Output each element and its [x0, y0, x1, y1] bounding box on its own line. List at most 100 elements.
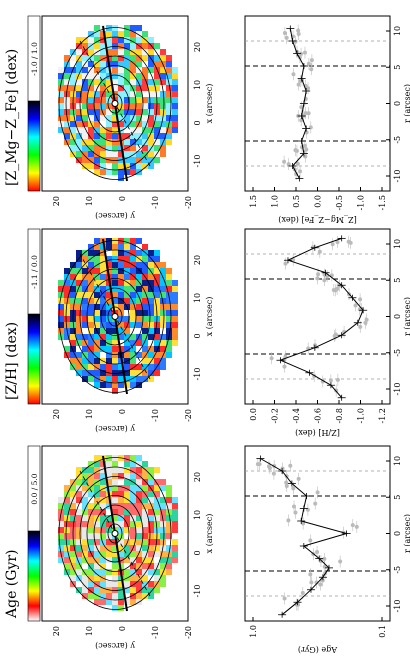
- map-pixel: [148, 551, 154, 557]
- map-pixel: [76, 352, 82, 358]
- map-pixel: [100, 151, 106, 157]
- map-pixel: [106, 358, 112, 364]
- map-pixel: [136, 587, 142, 593]
- map-pixel: [88, 109, 94, 115]
- map-pixel: [136, 286, 142, 292]
- map-pixel: [82, 521, 88, 527]
- map-pixel: [64, 310, 70, 316]
- map-pixel: [130, 370, 136, 376]
- map-pixel: [106, 382, 112, 388]
- map-pixel: [136, 61, 142, 67]
- map-pixel: [130, 292, 136, 298]
- colorbar: -1.0 / 1.0: [27, 15, 41, 192]
- map-pixel: [88, 503, 94, 509]
- map-pixel: [130, 244, 136, 250]
- map-pixel: [82, 163, 88, 169]
- map-pixel: [136, 304, 142, 310]
- map-pixel: [154, 340, 160, 346]
- profile-xtick-label: 5: [393, 278, 402, 283]
- map-pixel: [148, 569, 154, 575]
- profile-xtick-label: 10: [393, 26, 402, 36]
- colorbar: -1.1 / 0.0: [27, 228, 41, 405]
- profile-ytick-label: -0.8: [335, 408, 344, 423]
- map-pixel: [100, 115, 106, 121]
- map-pixel: [112, 569, 118, 575]
- map-pixel: [82, 55, 88, 61]
- map-pixel: [88, 491, 94, 497]
- map-pixel: [76, 103, 82, 109]
- map-pixel: [142, 461, 148, 467]
- map-pixel: [124, 503, 130, 509]
- map-pixel: [160, 521, 166, 527]
- map-pixel: [136, 569, 142, 575]
- map-pixel: [112, 25, 118, 31]
- map-pixel: [70, 127, 76, 133]
- map-pixel: [154, 73, 160, 79]
- map-pixel: [76, 334, 82, 340]
- map-pixel: [88, 587, 94, 593]
- map-pixel: [166, 133, 172, 139]
- map-pixel: [64, 527, 70, 533]
- map-pixel: [136, 485, 142, 491]
- map-pixel: [160, 286, 166, 292]
- profile-ytick-label: -1.0: [357, 408, 366, 423]
- map-pixel: [124, 352, 130, 358]
- map-pixel: [112, 250, 118, 256]
- map-pixel: [112, 485, 118, 491]
- isophote-contour: [65, 36, 165, 171]
- map-pixel: [124, 151, 130, 157]
- map-pixel: [142, 587, 148, 593]
- map-pixel: [136, 581, 142, 587]
- map-pixel: [166, 298, 172, 304]
- map-pixel: [154, 539, 160, 545]
- map-ytick-label: 20: [52, 409, 61, 419]
- map-pixel: [82, 575, 88, 581]
- map-ytick-label: 0: [118, 196, 127, 201]
- map-pixel: [130, 286, 136, 292]
- map-pixel: [100, 292, 106, 298]
- map-pixel: [70, 340, 76, 346]
- map-y-label: y (arcsec): [95, 424, 136, 433]
- map-pixel: [76, 328, 82, 334]
- map-pixel: [94, 461, 100, 467]
- map-pixel: [88, 268, 94, 274]
- map-pixel: [130, 121, 136, 127]
- map-pixel: [166, 139, 172, 145]
- map-pixel: [166, 533, 172, 539]
- map-pixel: [100, 382, 106, 388]
- map-pixel: [142, 304, 148, 310]
- map-pixel: [142, 145, 148, 151]
- profile-border: [244, 15, 391, 192]
- profile-ytick-label: 0.0: [314, 195, 323, 208]
- map-pixel: [136, 127, 142, 133]
- map-pixel: [130, 503, 136, 509]
- map-pixel: [172, 527, 178, 533]
- map-pixel: [130, 497, 136, 503]
- map-pixel: [88, 521, 94, 527]
- map-pixel: [172, 127, 178, 133]
- map-pixel: [88, 358, 94, 364]
- map-pixel: [70, 551, 76, 557]
- map-pixel: [136, 49, 142, 55]
- map-pixel: [94, 467, 100, 473]
- map-pixel: [82, 97, 88, 103]
- map-pixel: [106, 539, 112, 545]
- map-pixel: [172, 503, 178, 509]
- map-pixel: [142, 521, 148, 527]
- map-pixel: [112, 244, 118, 250]
- map-pixel: [172, 109, 178, 115]
- map-pixel: [142, 364, 148, 370]
- map-pixel: [70, 286, 76, 292]
- profile-ytick-label: 1.0: [271, 195, 280, 208]
- map-pixel: [64, 539, 70, 545]
- map-pixel: [64, 73, 70, 79]
- map-pixel: [112, 376, 118, 382]
- map-pixel: [124, 133, 130, 139]
- map-pixel: [58, 298, 64, 304]
- map-pixel: [136, 151, 142, 157]
- map-pixel: [82, 256, 88, 262]
- map-pixel: [88, 575, 94, 581]
- isophote-contour: [58, 240, 172, 393]
- map-pixel: [82, 364, 88, 370]
- map-pixel: [142, 376, 148, 382]
